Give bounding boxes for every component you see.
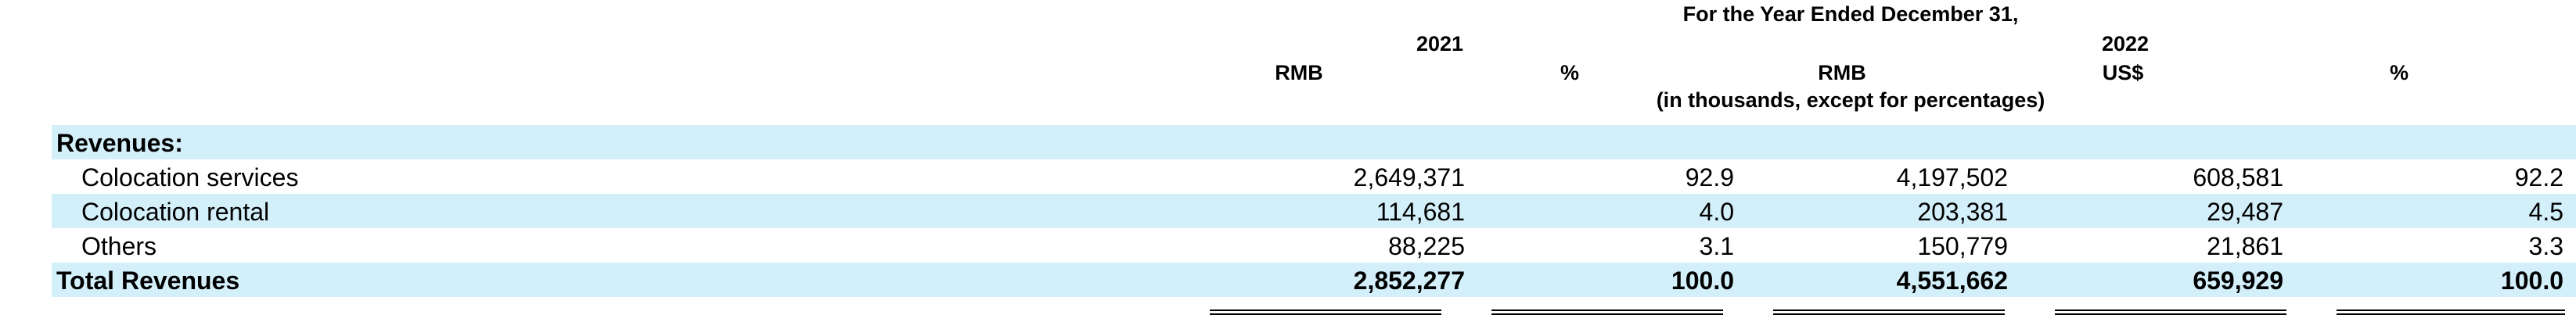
cell-pct-2021: 100.0 <box>1671 267 1734 295</box>
row-label: Total Revenues <box>56 267 240 295</box>
row-label: Colocation rental <box>81 198 270 226</box>
row-label: Others <box>81 232 157 260</box>
col-rmb-2022-heading: RMB <box>1818 61 1866 84</box>
cell-pct-2022: 92.2 <box>2514 163 2563 191</box>
cell-usd-2022: 659,929 <box>2193 267 2283 295</box>
period-heading: For the Year Ended December 31, <box>1682 2 2019 26</box>
col-pct-2021-heading: % <box>1560 61 1580 84</box>
cell-rmb-2022: 150,779 <box>1917 232 2008 260</box>
cell-rmb-2022: 203,381 <box>1917 198 2008 226</box>
year-2022-heading: 2022 <box>2101 32 2150 55</box>
cell-rmb-2021: 114,681 <box>1376 198 1465 226</box>
cell-pct-2021: 92.9 <box>1685 163 1734 191</box>
cell-pct-2022: 100.0 <box>2500 267 2563 295</box>
row-label: Colocation services <box>81 163 299 191</box>
col-rmb-2021-heading: RMB <box>1275 61 1323 84</box>
units-note: (in thousands, except for percentages) <box>1656 88 2045 112</box>
cell-rmb-2022: 4,197,502 <box>1896 163 2008 191</box>
cell-usd-2022: 608,581 <box>2193 163 2283 191</box>
total-underline-usd-2022 <box>2055 309 2286 315</box>
row-label: Revenues: <box>56 129 183 157</box>
cell-rmb-2022: 4,551,662 <box>1896 267 2008 295</box>
cell-usd-2022: 29,487 <box>2207 198 2283 226</box>
cell-pct-2022: 4.5 <box>2528 198 2563 226</box>
total-underline-rmb-2021 <box>1210 309 1441 315</box>
total-underline-pct-2021 <box>1491 309 1723 315</box>
cell-usd-2022: 21,861 <box>2207 232 2283 260</box>
col-pct-2022-heading: % <box>2389 61 2409 84</box>
table-row-colocation-services: Colocation services 2,649,371 92.9 4,197… <box>52 159 2576 194</box>
cell-rmb-2021: 88,225 <box>1388 232 1465 260</box>
cell-pct-2021: 4.0 <box>1699 198 1734 226</box>
table-row-revenues-heading: Revenues: <box>52 125 2576 159</box>
table-row-total-revenues: Total Revenues 2,852,277 100.0 4,551,662… <box>52 263 2576 297</box>
cell-pct-2022: 3.3 <box>2528 232 2563 260</box>
col-usd-2022-heading: US$ <box>2102 61 2144 84</box>
total-underline-pct-2022 <box>2337 309 2565 315</box>
total-underline-rmb-2022 <box>1773 309 2005 315</box>
table-row-others: Others 88,225 3.1 150,779 21,861 3.3 <box>52 228 2576 263</box>
table-row-colocation-rental: Colocation rental 114,681 4.0 203,381 29… <box>52 194 2576 228</box>
cell-rmb-2021: 2,852,277 <box>1353 267 1465 295</box>
year-2021-heading: 2021 <box>1416 32 1464 55</box>
cell-pct-2021: 3.1 <box>1699 232 1734 260</box>
cell-rmb-2021: 2,649,371 <box>1353 163 1465 191</box>
